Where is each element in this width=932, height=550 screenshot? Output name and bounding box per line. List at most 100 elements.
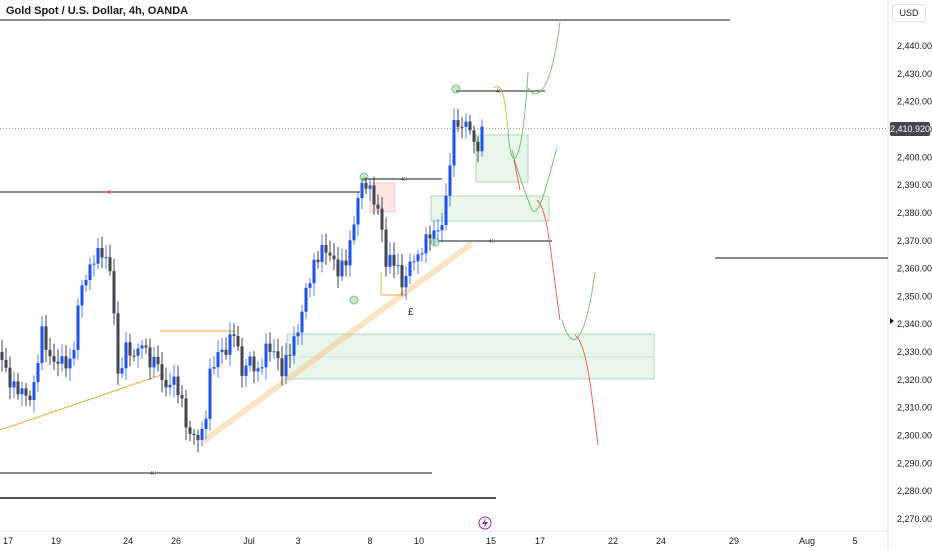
current-price-label: 2,410.920	[890, 122, 931, 136]
candle-body	[248, 356, 252, 366]
candle-body	[220, 349, 224, 353]
candle-body	[132, 355, 136, 357]
candle-body	[360, 182, 364, 199]
candle-body	[32, 382, 36, 401]
time-tick-label: 29	[729, 536, 739, 546]
candle-body	[284, 354, 288, 377]
time-tick-label: 22	[608, 536, 618, 546]
price-tick-label: 2,370.000	[897, 236, 932, 246]
candle-body	[152, 356, 156, 368]
candle-body	[180, 395, 184, 399]
time-tick-label: 26	[171, 536, 181, 546]
candle-body	[88, 264, 92, 281]
demand-zone-2380	[430, 195, 550, 222]
candle-body	[268, 343, 272, 352]
candle-body	[352, 224, 356, 241]
candle-body	[276, 351, 280, 359]
candle-body	[444, 195, 448, 226]
candle-body	[136, 348, 140, 356]
candle-body	[236, 335, 240, 347]
candle-body	[184, 398, 188, 428]
candle-body	[212, 367, 216, 369]
demand-zone-2400	[475, 134, 529, 183]
candle-body	[16, 381, 20, 395]
time-tick-label: 19	[51, 536, 61, 546]
price-tick-label: 2,310.000	[897, 403, 932, 413]
candle-body	[308, 283, 312, 288]
candle-body	[232, 334, 236, 336]
candle-body	[12, 381, 16, 388]
candle-body	[440, 225, 444, 231]
candle-body	[260, 367, 264, 369]
price-tick-label: 2,440.000	[897, 41, 932, 51]
time-tick-label: 3	[295, 536, 300, 546]
candle-body	[72, 349, 76, 359]
candle-body	[116, 313, 120, 374]
candle-body	[436, 230, 440, 232]
candle-body	[412, 261, 416, 263]
price-tick-label: 2,420.000	[897, 97, 932, 107]
candle-body	[120, 368, 124, 374]
time-tick-label: 24	[123, 536, 133, 546]
time-tick-label: 10	[414, 536, 424, 546]
time-tick-label: 24	[656, 536, 666, 546]
currency-button[interactable]: USD	[892, 4, 926, 22]
candle-body	[368, 185, 372, 189]
candle-body	[80, 285, 84, 306]
price-tick-label: 2,360.000	[897, 264, 932, 274]
candle-body	[176, 376, 180, 396]
candle-body	[364, 182, 368, 189]
candle-body	[460, 126, 464, 128]
time-tick-label: 17	[3, 536, 13, 546]
candle-body	[256, 368, 260, 372]
level-label-4h-low: 4H	[489, 239, 496, 245]
candle-body	[340, 260, 344, 277]
candle-body	[28, 395, 32, 401]
candle-body	[48, 349, 52, 357]
trendline-glow	[202, 242, 473, 443]
candle-body	[392, 254, 396, 266]
candle-body	[396, 265, 400, 267]
candle-body	[224, 349, 228, 355]
time-tick-label: 15	[486, 536, 496, 546]
candle-body	[204, 418, 208, 429]
candle-body	[188, 427, 192, 434]
candle-body	[128, 342, 132, 356]
candle-body	[60, 356, 64, 364]
time-tick-label: 5	[852, 536, 857, 546]
price-tick-label: 2,270.000	[897, 514, 932, 524]
candle-body	[148, 347, 152, 368]
candle-body	[380, 208, 384, 230]
candle-body	[244, 365, 248, 376]
candle-body	[76, 305, 80, 350]
price-tick-label: 2,330.000	[897, 347, 932, 357]
price-tick-label: 2,300.000	[897, 431, 932, 441]
candle-body	[104, 257, 108, 259]
candle-body	[292, 336, 296, 356]
level-label-4h-bottom: 4H	[150, 471, 157, 477]
candle-body	[36, 362, 40, 383]
annotation-pound: £	[408, 307, 414, 318]
candle-body	[424, 234, 428, 254]
candle-body	[448, 165, 452, 196]
candle-body	[124, 342, 128, 369]
price-tick-label: 2,350.000	[897, 291, 932, 301]
candle-body	[388, 254, 392, 267]
candle-body	[312, 259, 316, 284]
candle-body	[92, 263, 96, 265]
candle-body	[480, 126, 484, 152]
candle-body	[144, 345, 148, 348]
price-tick-label: 2,380.000	[897, 208, 932, 218]
candle-body	[404, 275, 408, 288]
time-tick-label: Aug	[799, 536, 815, 546]
candle-body	[376, 204, 380, 209]
candle-body	[384, 229, 388, 267]
candle-body	[304, 287, 308, 312]
candle-body	[372, 185, 376, 205]
candle-body	[4, 359, 8, 368]
candle-body	[64, 356, 68, 369]
lightning-icon[interactable]	[478, 516, 492, 530]
candle-body	[196, 435, 200, 440]
candle-body	[432, 230, 436, 239]
